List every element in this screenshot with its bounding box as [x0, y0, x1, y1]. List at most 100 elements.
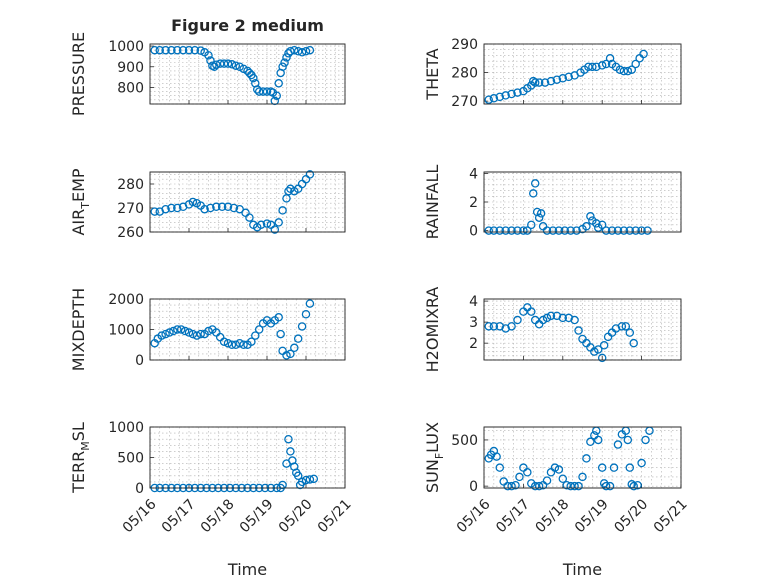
subplot-3-ylabel-subscript: T [79, 202, 92, 210]
subplot-5-data-point [192, 331, 202, 340]
subplot-7-data-point [309, 474, 319, 484]
subplot-2-data-point [513, 88, 522, 97]
subplot-6-data-point [484, 322, 493, 331]
subplot-4-y-tick-label: 4 [469, 166, 478, 182]
subplot-8-axes-frame [483, 426, 682, 489]
subplot-1-data-point [223, 59, 233, 68]
subplot-1-data-point [184, 45, 194, 55]
subplot-5-data-point [293, 334, 303, 343]
subplot-8-ylabel-subscript: F [433, 453, 446, 459]
subplot-8-data-point [534, 481, 544, 491]
subplot-7-data-point [278, 480, 287, 490]
subplot-8-data-point [562, 480, 571, 490]
subplot-5-data-point [282, 351, 291, 360]
subplot-1-ylabel: PRESSURE [69, 32, 88, 116]
subplot-2-y-tick-label: 270 [451, 94, 478, 110]
subplot-2-data-point [615, 65, 625, 74]
subplot-8-data-point [605, 481, 615, 491]
subplot-3-data-point [229, 203, 239, 213]
subplot-6-data-point [599, 341, 609, 350]
subplot-2-data-point [558, 74, 568, 83]
subplot-8-data-point [613, 440, 623, 449]
subplot-6-ylabel: H2OMIXRA [423, 287, 442, 373]
subplot-3-data-point [256, 220, 266, 230]
subplot-5-data-point [239, 340, 248, 349]
subplot-4-ylabel: RAINFALL [423, 165, 442, 240]
subplot-4-data-point [619, 226, 629, 235]
subplot-8-data-point [578, 472, 587, 482]
subplot-3-data-point [278, 206, 287, 215]
subplot-7-ylabel: TERRMSL [69, 422, 92, 494]
subplot-4-data-point [613, 226, 623, 235]
subplot-7-xlabel: Time [227, 560, 267, 579]
subplot-7-ylabel-part: TERR [69, 451, 88, 494]
subplot-8-data-point [586, 437, 595, 447]
subplot-1-data-point [290, 45, 299, 55]
subplot-4-data-point [527, 220, 536, 230]
subplot-5-data-point [251, 331, 260, 340]
subplot-7-ylabel-subscript: M [79, 441, 92, 451]
subplot-8-xlabel: Time [562, 560, 602, 579]
subplot-3-axes-frame [149, 171, 346, 233]
subplot-8-x-tick-label: 05/18 [533, 496, 573, 536]
subplot-2-data-point [540, 78, 550, 87]
subplot-4-data-point [532, 207, 542, 217]
subplot-8-data-point [609, 463, 619, 472]
subplot-2-axes-background [483, 43, 682, 105]
subplot-4-data-point [582, 222, 591, 231]
subplot-7-y-tick-label: 1000 [108, 420, 144, 436]
subplot-4-data-point [566, 226, 575, 235]
subplot-6-data-point [597, 353, 607, 363]
subplot-8-y-tick-label: 0 [469, 479, 478, 495]
subplot-8-data-point [570, 481, 579, 491]
subplot-3-data-point [206, 203, 215, 213]
subplot-8-data-point [515, 472, 524, 482]
subplot-6-y-tick-label: 2 [469, 336, 478, 352]
subplot-6-data-point [594, 345, 603, 354]
subplot-1-y-tick-label: 900 [117, 60, 144, 76]
subplot-7-data-point [301, 475, 311, 485]
subplot-2-data-point [601, 59, 611, 69]
subplot-4-data-point [513, 226, 522, 235]
subplot-4-data-point [530, 179, 540, 188]
subplot-6-data-point [501, 324, 510, 333]
subplot-5-data-point [169, 326, 178, 336]
subplot-3-data-point [270, 225, 280, 234]
subplot-3-data-point [223, 202, 233, 212]
subplot-7-x-tick-label: 05/16 [120, 496, 160, 536]
subplot-2-data-point [495, 92, 505, 102]
subplot-3-y-tick-label: 270 [117, 201, 144, 217]
subplot-6-data-point [513, 315, 522, 325]
subplot-4-data-point [554, 226, 564, 235]
subplot-5-data-point [301, 309, 311, 319]
subplot-1-data-point [150, 45, 159, 55]
subplot-1-data-point [173, 45, 182, 55]
subplot-4-data-point [489, 226, 499, 235]
subplot-8-data-point [530, 481, 540, 491]
subplot-3-data-point [217, 202, 227, 212]
subplot-7-x-tick-label: 05/20 [276, 496, 316, 536]
subplot-1-data-point [161, 45, 170, 55]
subplot-6-data-point [546, 311, 556, 321]
subplot-5-y-tick-label: 0 [135, 353, 144, 369]
subplot-7-data-point [284, 434, 293, 444]
subplot-4-data-point [501, 226, 510, 235]
subplot-1-y-tick-label: 800 [117, 80, 144, 96]
subplot-5-data-point [173, 325, 182, 334]
subplot-1-data-point [274, 79, 283, 88]
subplot-5-data-point [196, 329, 205, 339]
subplot-2-data-point [631, 59, 640, 69]
subplot-3-ylabel: AIRTEMP [69, 168, 92, 235]
subplot-6-data-point [629, 338, 638, 348]
subplot-4-data-point [523, 226, 532, 235]
subplot-1-data-point [272, 91, 281, 100]
subplot-6-data-point [527, 307, 536, 316]
subplot-5: 0 1000 2000 MIXDEPTH [69, 288, 346, 371]
subplot-4-y-tick-label: 0 [469, 224, 478, 240]
subplot-6-data-point [507, 322, 516, 331]
subplot-8-data-point [597, 463, 607, 472]
subplot-1-data-point [231, 61, 241, 70]
subplot-8-data-point [625, 463, 635, 472]
subplot-8-data-point [566, 481, 575, 491]
